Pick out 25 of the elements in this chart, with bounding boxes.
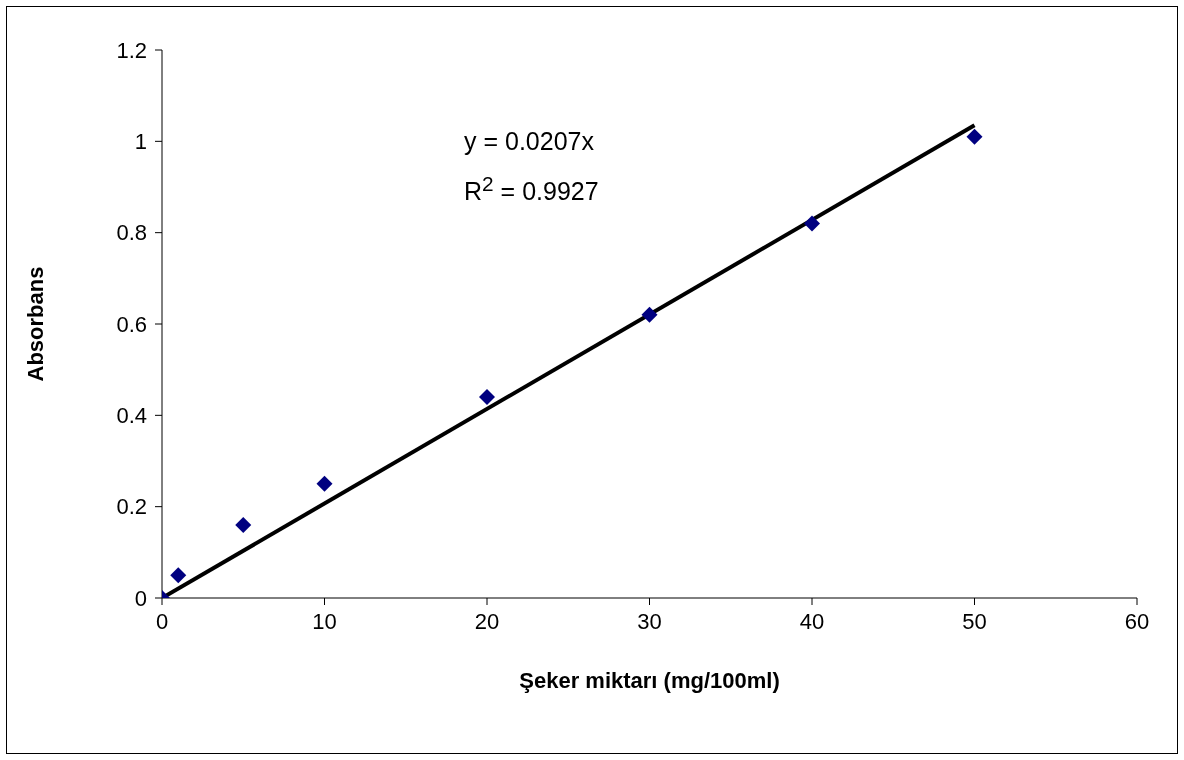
point [966, 128, 983, 145]
x-tick-label: 50 [962, 608, 987, 634]
x-tick-label: 20 [474, 608, 500, 634]
x-tick-label: 0 [155, 608, 169, 634]
y-tick-label: 0.8 [116, 220, 147, 246]
point [170, 567, 187, 584]
y-tick-label: 0.2 [116, 494, 147, 520]
point [641, 306, 658, 323]
x-axis-title: Şeker miktarı (mg/100ml) [518, 668, 781, 694]
y-tick-label: 0.4 [116, 403, 147, 429]
point [235, 516, 252, 533]
y-tick-label: 0 [134, 585, 147, 611]
point [804, 215, 820, 232]
x-tick-label: 40 [799, 608, 825, 634]
annotation: y = 0.0207x [464, 127, 594, 156]
y-axis-title: Absorbans [23, 266, 49, 382]
x-tick-label: 60 [1124, 608, 1150, 634]
y-tick-label: 0.6 [116, 311, 147, 337]
point [479, 389, 495, 406]
x-tick-label: 10 [312, 608, 337, 634]
y-tick-label: 1.2 [116, 37, 147, 63]
y-tick-label: 1 [134, 129, 147, 155]
x-tick-label: 30 [637, 608, 662, 634]
annotation: R$^{2}$ = 0.9927 [464, 172, 599, 207]
point [316, 475, 333, 492]
